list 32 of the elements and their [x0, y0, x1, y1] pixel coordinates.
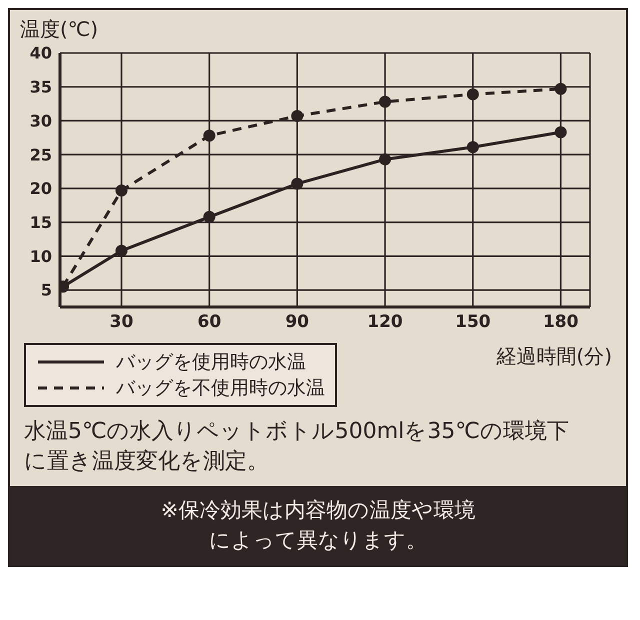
point — [203, 210, 216, 223]
point — [115, 244, 128, 257]
legend-label: バッグを不使用時の水温 — [116, 376, 325, 401]
y-tick-label: 25 — [30, 145, 52, 164]
y-tick-label: 30 — [30, 111, 52, 130]
x-tick-label: 30 — [110, 312, 134, 332]
y-axis-title: 温度(℃) — [19, 16, 100, 43]
point — [379, 153, 392, 166]
x-tick-label: 150 — [455, 312, 491, 332]
legend-label: バッグを使用時の水温 — [116, 350, 306, 375]
point — [554, 82, 567, 95]
x-tick-label: 60 — [198, 312, 222, 332]
point — [203, 130, 216, 142]
y-tick-label: 5 — [40, 280, 52, 300]
point — [466, 141, 479, 154]
point — [379, 96, 392, 108]
point — [291, 178, 304, 190]
point — [554, 126, 567, 138]
y-tick-label: 15 — [30, 213, 52, 232]
point — [466, 88, 479, 100]
y-tick-label: 20 — [30, 179, 52, 198]
x-axis-title: 経過時間(分) — [496, 343, 612, 370]
y-tick-label: 40 — [30, 44, 52, 63]
point — [291, 110, 304, 122]
point — [115, 184, 128, 196]
text: 水温5℃の水入りペットボトル500mlを35℃の環境下に置き温度変化を測定。 — [23, 418, 570, 476]
x-tick-label: 90 — [285, 312, 310, 332]
x-tick-label: 180 — [542, 312, 579, 332]
y-tick-label: 10 — [30, 246, 52, 266]
y-tick-label: 35 — [30, 78, 52, 97]
text: ※保冷効果は内容物の温度や環境によって異なります。 — [160, 497, 476, 554]
x-tick-label: 120 — [367, 312, 403, 332]
